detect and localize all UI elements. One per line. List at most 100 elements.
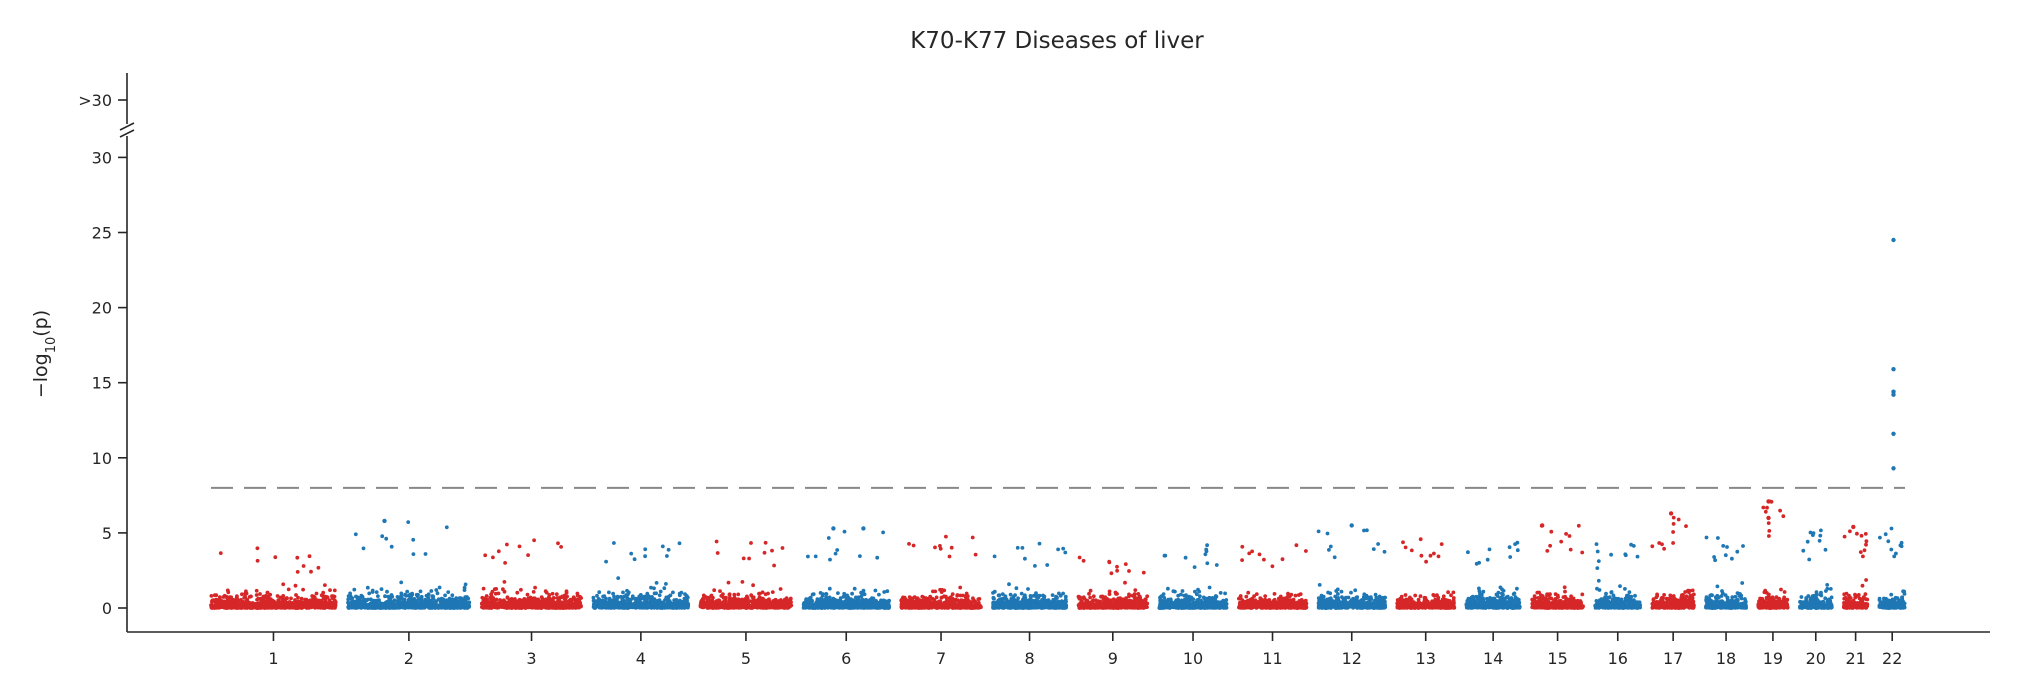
snp-point <box>660 544 665 549</box>
snp-point <box>418 589 423 594</box>
snp-point <box>749 541 753 545</box>
snp-point <box>272 604 277 609</box>
snp-point <box>881 530 885 535</box>
chromosome-6-points <box>801 529 891 610</box>
snp-point <box>309 569 313 574</box>
snp-point <box>559 545 563 549</box>
snp-point <box>850 605 855 610</box>
snp-point <box>735 604 739 608</box>
snp-point <box>597 605 602 610</box>
snp-point <box>874 603 879 608</box>
snp-point <box>225 597 230 602</box>
snp-point <box>722 600 726 604</box>
snp-point <box>492 587 497 591</box>
snp-point <box>210 599 215 604</box>
snp-point <box>532 538 536 543</box>
snp-point <box>842 591 847 596</box>
snp-point <box>621 590 625 595</box>
snp-point <box>307 603 311 608</box>
y-axis-label: −log10(p) <box>30 310 59 398</box>
snp-point <box>912 605 917 610</box>
snp-point <box>450 593 455 598</box>
snp-point <box>958 593 963 598</box>
snp-point <box>533 585 537 590</box>
snp-point <box>629 551 634 556</box>
snp-point <box>746 604 751 608</box>
snp-point <box>433 600 437 605</box>
snp-point <box>501 598 506 603</box>
snp-point <box>304 599 309 603</box>
snp-point <box>886 605 891 609</box>
snp-point <box>258 592 262 596</box>
snp-point <box>612 541 616 545</box>
snp-point <box>466 605 471 610</box>
snp-point <box>637 594 642 599</box>
snp-point <box>671 590 675 595</box>
snp-point <box>833 551 838 556</box>
snp-point <box>424 593 429 598</box>
snp-point <box>820 605 825 610</box>
snp-point <box>442 604 446 608</box>
snp-point <box>323 583 327 587</box>
snp-point <box>301 587 305 592</box>
snp-point <box>810 604 815 608</box>
snp-point <box>457 599 462 604</box>
snp-point <box>278 595 283 600</box>
snp-point <box>569 599 573 604</box>
snp-point <box>414 592 419 597</box>
snp-point <box>431 596 436 601</box>
snp-point <box>772 605 777 610</box>
snp-point <box>934 595 939 600</box>
snp-point <box>543 589 548 594</box>
snp-point <box>356 605 361 610</box>
snp-point <box>726 580 731 585</box>
snp-point <box>328 588 332 592</box>
snp-point <box>380 534 385 539</box>
snp-point <box>933 545 937 550</box>
snp-point <box>243 594 248 599</box>
snp-point <box>908 602 913 607</box>
snp-point <box>672 604 677 609</box>
snp-point <box>399 591 404 596</box>
snp-point <box>668 601 673 605</box>
snp-point <box>770 590 775 594</box>
snp-point <box>886 601 891 606</box>
snp-point <box>551 598 555 603</box>
snp-point <box>492 603 496 607</box>
snp-point <box>598 599 602 604</box>
snp-point <box>631 604 635 609</box>
snp-point <box>757 604 762 608</box>
snp-point <box>763 540 768 545</box>
snp-point <box>286 603 291 608</box>
snp-point <box>666 547 671 552</box>
snp-point <box>869 604 873 608</box>
chromosome-8-points <box>991 541 1069 610</box>
snp-point <box>852 586 857 591</box>
snp-point <box>682 601 686 606</box>
snp-point <box>570 605 575 610</box>
snp-point <box>907 542 911 546</box>
snp-point <box>408 603 413 608</box>
snp-point <box>385 589 389 594</box>
snp-point <box>973 552 978 557</box>
snp-point <box>662 586 667 591</box>
snp-point <box>632 557 637 562</box>
snp-point <box>780 546 785 550</box>
snp-point <box>295 555 300 560</box>
snp-point <box>652 586 656 591</box>
snp-point <box>496 549 501 554</box>
snp-point <box>921 604 925 609</box>
snp-point <box>843 600 848 605</box>
snp-point <box>920 594 925 599</box>
snp-point <box>395 605 400 609</box>
snp-point <box>604 596 608 601</box>
snp-point <box>826 536 831 540</box>
snp-point <box>300 600 305 605</box>
snp-point <box>666 605 670 610</box>
snp-point <box>483 553 488 558</box>
snp-point <box>289 605 294 609</box>
snp-point <box>967 603 971 607</box>
snp-point <box>377 598 381 603</box>
snp-point <box>971 604 976 608</box>
snp-point <box>705 604 709 609</box>
